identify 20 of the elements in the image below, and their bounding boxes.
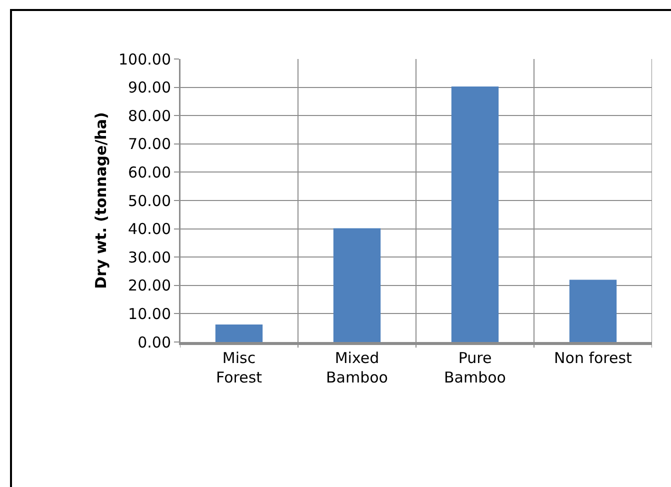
bar [215, 324, 263, 342]
x-tick-label: Non forest [554, 349, 632, 367]
y-tick-label: 40.00 [128, 220, 171, 238]
bar [451, 86, 499, 342]
y-tick-label: 60.00 [128, 163, 171, 182]
y-tick-label: 70.00 [128, 135, 171, 154]
x-tick-label: Misc Forest [216, 349, 262, 386]
x-tick-label: Mixed Bamboo [326, 349, 388, 386]
y-tick-label: 0.00 [138, 333, 171, 352]
y-tick-label: 100.00 [118, 50, 171, 68]
y-tick-label: 30.00 [128, 248, 171, 266]
y-tick-label: 50.00 [128, 192, 171, 210]
y-tick-label: 80.00 [128, 106, 171, 125]
bar [569, 280, 617, 342]
y-tick-label: 20.00 [128, 276, 171, 295]
x-tick-label: Pure Bamboo [444, 349, 506, 386]
y-tick-label: 90.00 [128, 78, 171, 97]
y-tick-label: 10.00 [128, 304, 171, 323]
y-axis-title: Dry wt. (tonnage/ha) [92, 112, 110, 289]
bar [333, 228, 381, 342]
